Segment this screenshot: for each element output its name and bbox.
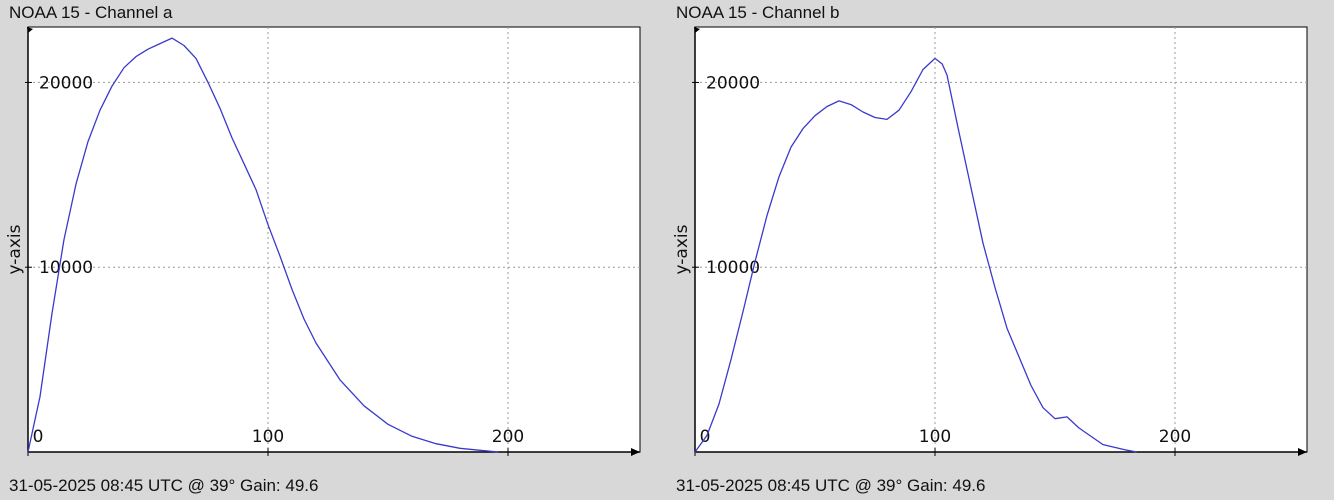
x-axis-arrow xyxy=(631,448,640,456)
series-line xyxy=(694,57,1137,453)
y-axis-arrow xyxy=(27,27,33,33)
x-tick-label: 100 xyxy=(919,427,951,447)
x-tick-label: 0 xyxy=(33,427,44,447)
y-tick-label: 20000 xyxy=(39,73,93,93)
chart-footer-status: 31-05-2025 08:45 UTC @ 39° Gain: 49.6 xyxy=(676,476,986,495)
chart-title: NOAA 15 - Channel a xyxy=(9,3,173,22)
y-axis-label: y-axis xyxy=(672,224,692,274)
x-tick-label: 200 xyxy=(492,427,524,447)
line-chart-channel-b: 0 100 200 10000 20000 y-axis xyxy=(672,26,1308,456)
chart-footer-status: 31-05-2025 08:45 UTC @ 39° Gain: 49.6 xyxy=(9,476,319,495)
y-tick-label: 10000 xyxy=(39,258,93,278)
chart-panel-channel-b: NOAA 15 - Channel b 0 100 200 10000 20000 y-a… xyxy=(667,0,1327,500)
chart-title: NOAA 15 - Channel b xyxy=(676,3,840,22)
x-tick-label: 200 xyxy=(1159,427,1191,447)
series-line xyxy=(27,37,499,453)
line-chart-channel-a: 0 100 200 10000 20000 y-axis xyxy=(5,26,641,456)
y-tick-label: 20000 xyxy=(706,73,760,93)
y-axis-label: y-axis xyxy=(5,224,25,274)
plot-area xyxy=(27,26,641,453)
x-axis-arrow xyxy=(1298,448,1307,456)
y-axis-arrow xyxy=(694,27,700,33)
x-tick-label: 100 xyxy=(252,427,284,447)
plot-area xyxy=(694,26,1308,453)
y-tick-label: 10000 xyxy=(706,258,760,278)
x-tick-label: 0 xyxy=(700,427,711,447)
chart-panel-channel-a: NOAA 15 - Channel a 0 100 200 10000 20000 y-a… xyxy=(0,0,660,500)
